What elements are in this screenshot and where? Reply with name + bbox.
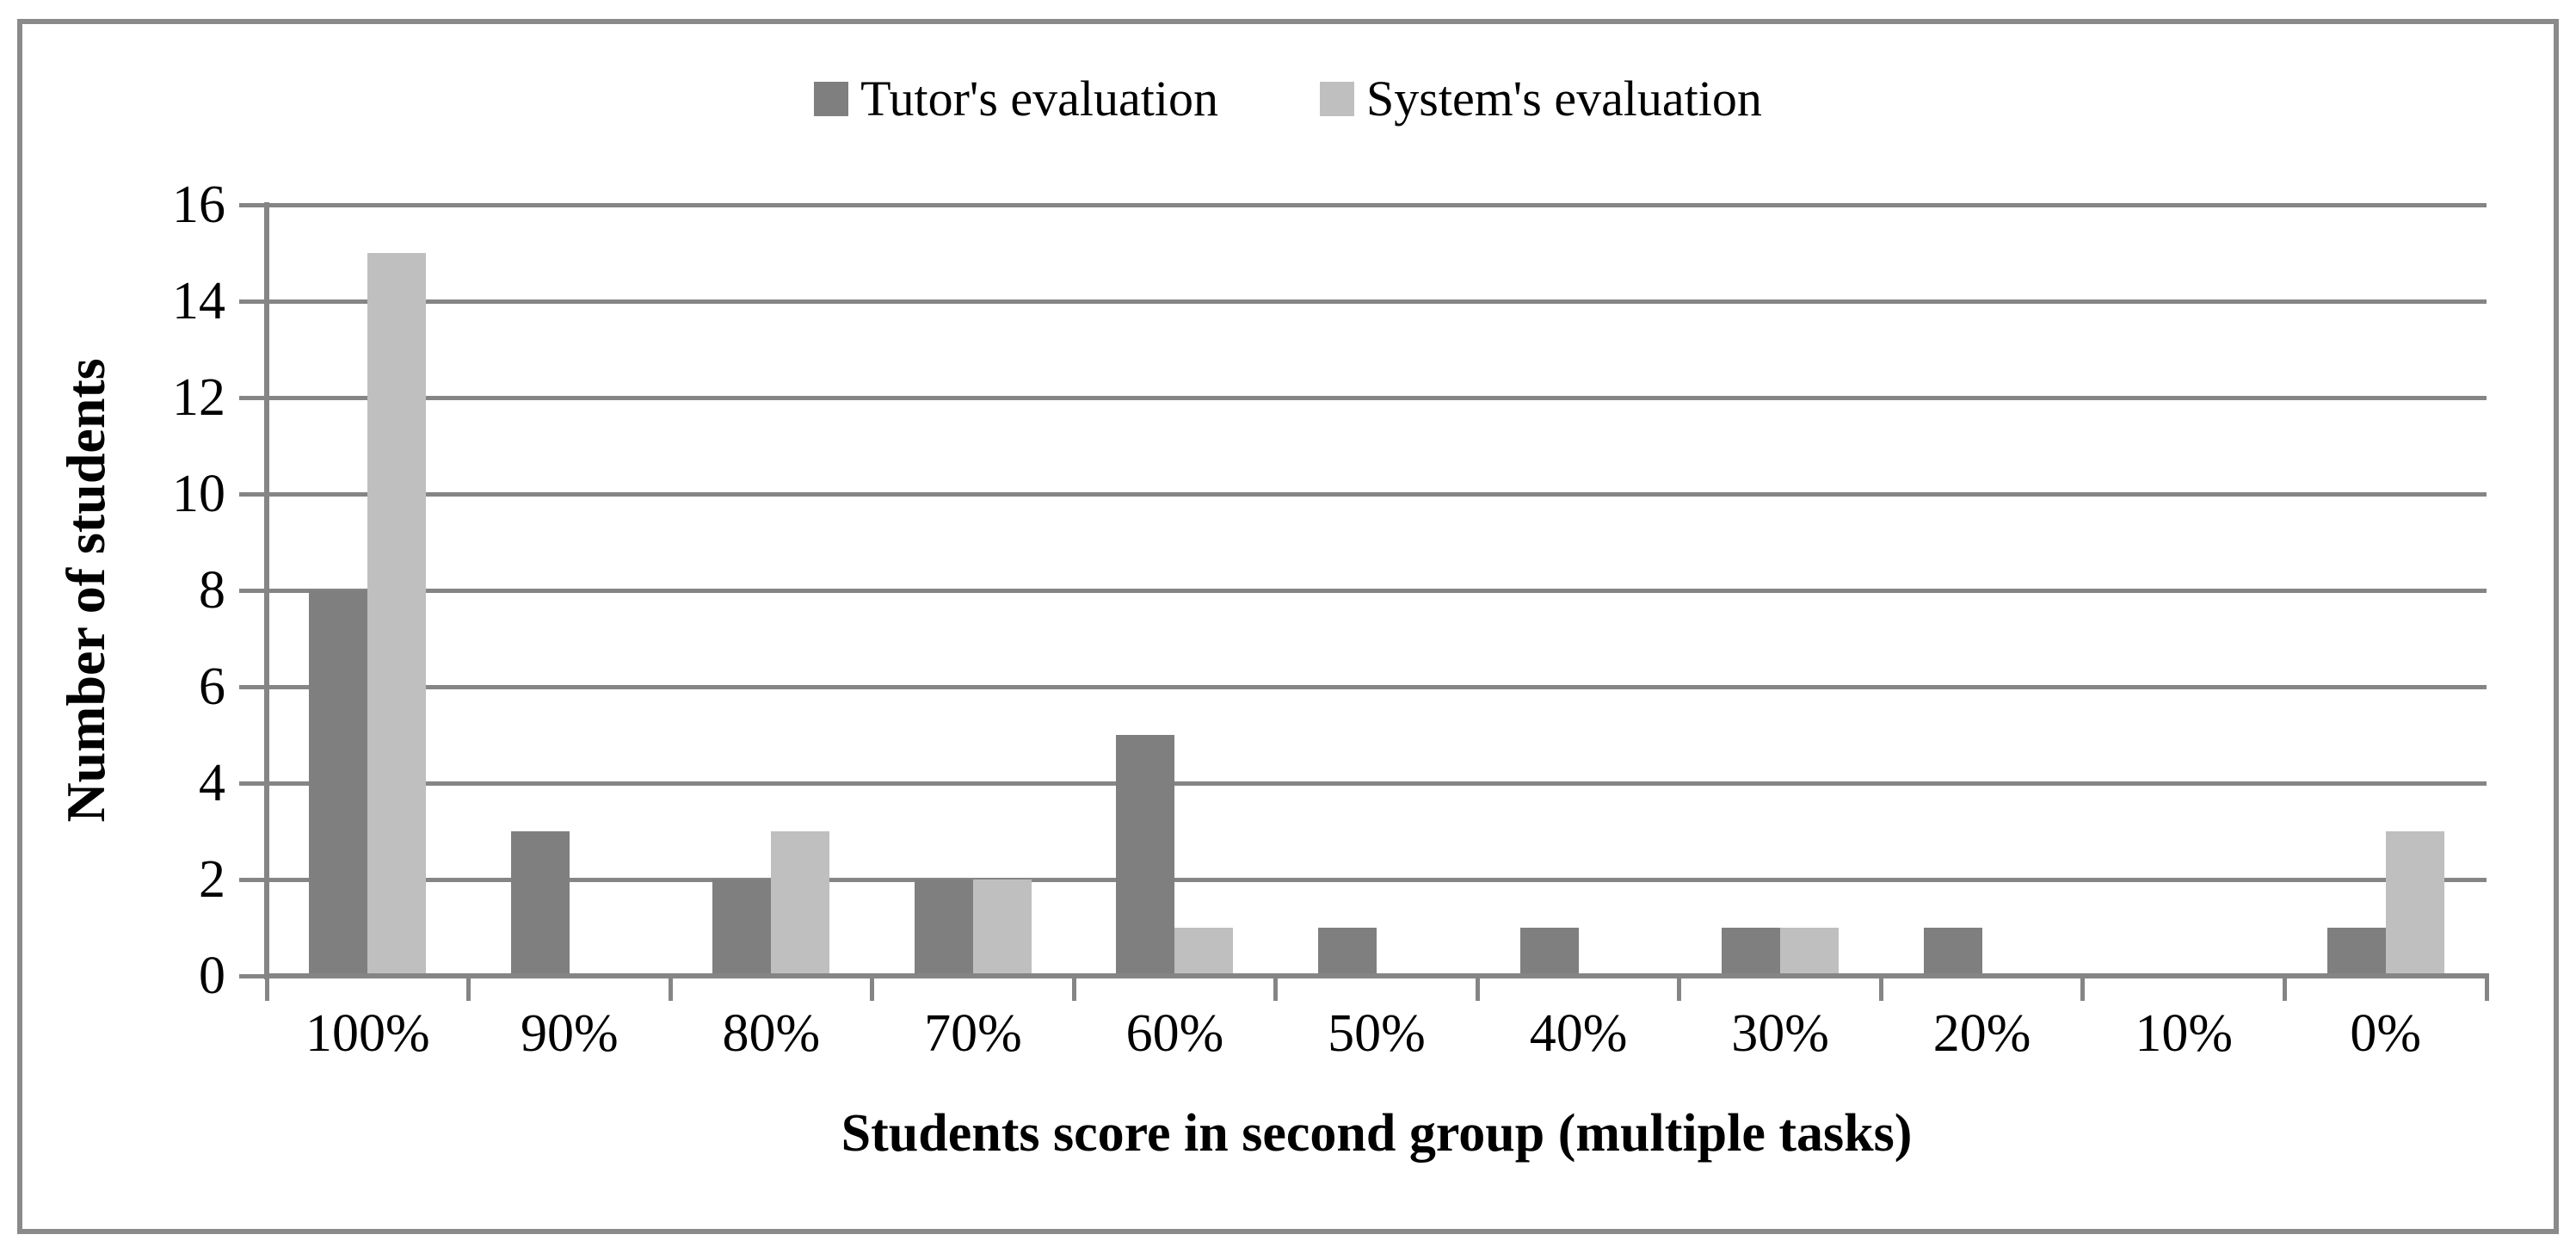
- x-category-label: 10%: [2135, 1004, 2233, 1063]
- bar-tutor: [309, 590, 368, 976]
- y-tick-label: 6: [199, 657, 225, 716]
- y-tick-mark: [239, 974, 267, 978]
- x-category-label: 60%: [1125, 1004, 1224, 1063]
- x-category-label: 30%: [1731, 1004, 1829, 1063]
- bar-tutor: [914, 880, 973, 976]
- legend-item-tutor: Tutor's evaluation: [814, 74, 1218, 124]
- x-tick-mark: [668, 978, 673, 1001]
- x-tick-mark: [264, 978, 269, 1001]
- x-tick-mark: [1677, 978, 1682, 1001]
- bar-tutor: [1318, 928, 1377, 976]
- bar-system: [1780, 928, 1840, 976]
- bar-tutor: [1116, 735, 1175, 976]
- bar-tutor: [712, 880, 772, 976]
- x-category-label: 50%: [1328, 1004, 1426, 1063]
- x-category-label: 40%: [1529, 1004, 1628, 1063]
- bar-system: [771, 831, 830, 976]
- x-tick-mark: [2080, 978, 2086, 1001]
- gridline: [267, 396, 2487, 400]
- y-tick-mark: [239, 492, 267, 497]
- y-tick-label: 0: [199, 947, 225, 1005]
- y-tick-label: 8: [199, 561, 225, 620]
- x-category-label: 0%: [2350, 1004, 2422, 1063]
- y-tick-mark: [239, 203, 267, 207]
- y-tick-mark: [239, 396, 267, 400]
- gridline: [267, 589, 2487, 593]
- x-tick-mark: [1878, 978, 1883, 1001]
- bar-tutor: [510, 831, 570, 976]
- gridline: [267, 781, 2487, 786]
- x-tick-mark: [870, 978, 875, 1001]
- x-tick-mark: [1071, 978, 1076, 1001]
- legend-label-system: System's evaluation: [1366, 71, 1762, 127]
- x-category-label: 90%: [520, 1004, 619, 1063]
- y-tick-label: 4: [199, 754, 225, 812]
- x-tick-mark: [1273, 978, 1279, 1001]
- gridline: [267, 299, 2487, 304]
- x-tick-mark: [466, 978, 471, 1001]
- chart-frame: [17, 19, 2559, 1234]
- plot-area: [239, 202, 2489, 1001]
- y-tick-label: 2: [199, 850, 225, 909]
- x-tick-mark: [2282, 978, 2287, 1001]
- bar-tutor: [2326, 928, 2386, 976]
- legend-swatch-system: [1320, 82, 1354, 116]
- x-tick-mark: [1475, 978, 1480, 1001]
- y-tick-mark: [239, 685, 267, 689]
- x-axis-line: [264, 973, 2489, 978]
- x-category-label: 20%: [1932, 1004, 2031, 1063]
- x-axis-title: Students score in second group (multiple…: [841, 1104, 1913, 1163]
- y-tick-mark: [239, 299, 267, 304]
- gridline: [267, 203, 2487, 207]
- gridline: [267, 878, 2487, 882]
- bar-tutor: [1519, 928, 1579, 976]
- y-tick-mark: [239, 878, 267, 882]
- bar-tutor: [1722, 928, 1781, 976]
- bar-system: [2385, 831, 2444, 976]
- bar-system: [972, 880, 1032, 976]
- x-category-label: 100%: [305, 1004, 430, 1063]
- x-category-label: 80%: [722, 1004, 821, 1063]
- x-tick-mark: [2484, 978, 2489, 1001]
- bar-system: [1174, 928, 1234, 976]
- y-tick-label: 14: [172, 272, 225, 330]
- bar-system: [367, 253, 427, 976]
- y-tick-label: 12: [172, 368, 225, 427]
- y-tick-mark: [239, 589, 267, 593]
- y-tick-mark: [239, 781, 267, 786]
- gridline: [267, 685, 2487, 689]
- legend: Tutor's evaluation System's evaluation: [0, 74, 2576, 124]
- bar-tutor: [1923, 928, 1982, 976]
- legend-item-system: System's evaluation: [1320, 74, 1762, 124]
- y-tick-label: 10: [172, 465, 225, 523]
- y-axis-line: [264, 202, 269, 979]
- x-category-label: 70%: [924, 1004, 1022, 1063]
- legend-label-tutor: Tutor's evaluation: [860, 71, 1218, 127]
- gridline: [267, 492, 2487, 497]
- y-tick-label: 16: [172, 176, 225, 234]
- legend-swatch-tutor: [814, 82, 849, 116]
